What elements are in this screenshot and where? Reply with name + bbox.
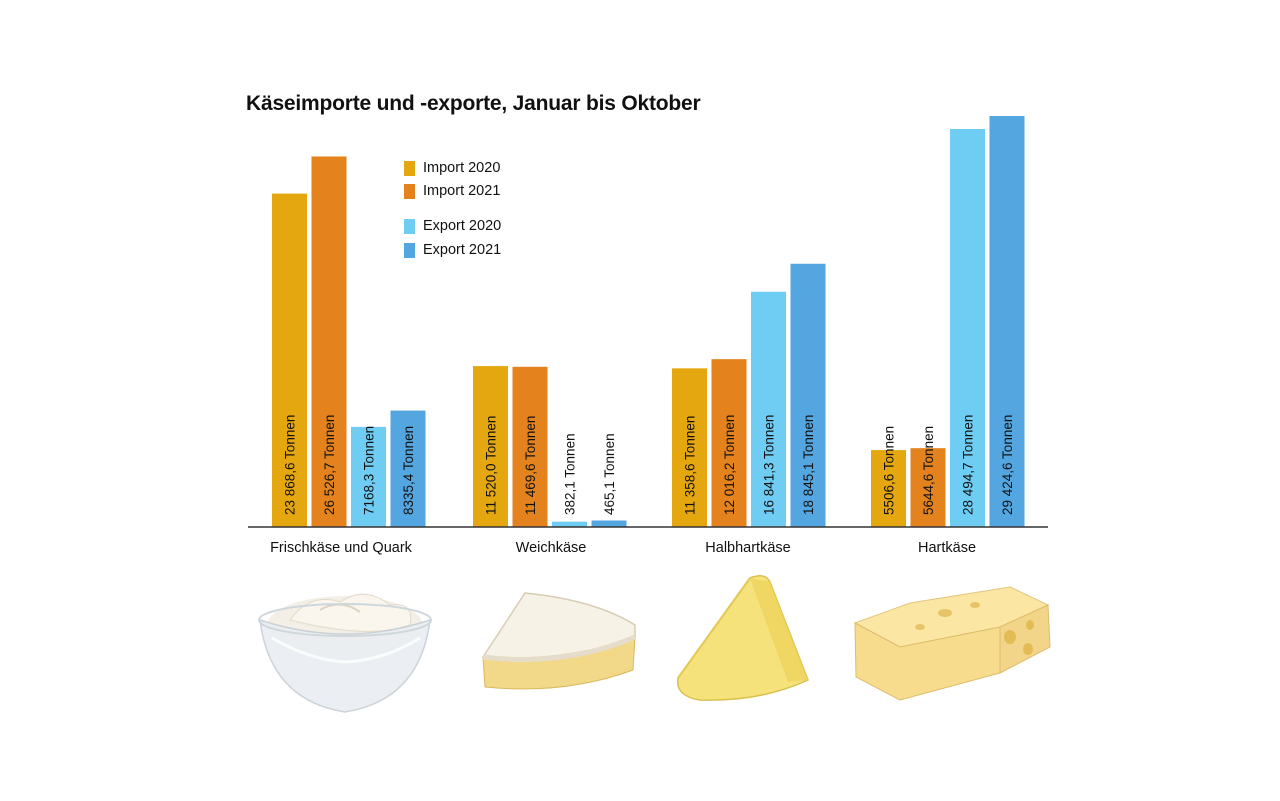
bar-import-hartkäse <box>910 448 946 527</box>
bar-value-label: 11 358,6 Tonnen <box>683 416 698 515</box>
bar-export-hartkäse <box>989 116 1025 527</box>
cream-cheese-bowl-icon <box>258 593 432 713</box>
legend-item-import-2020: Import 2020 <box>404 160 500 176</box>
category-label-hartkaese: Hartkäse <box>917 540 977 556</box>
bar-value-label: 5644,6 Tonnen <box>921 426 936 515</box>
bar-import-frischkäse-und-quark <box>272 193 307 527</box>
legend-label: Export 2021 <box>423 242 502 258</box>
bar-export-hartkäse <box>950 128 985 527</box>
brie-wedge-icon <box>481 592 636 690</box>
bar-import-frischkäse-und-quark <box>311 156 347 527</box>
bar-export-frischkäse-und-quark <box>390 410 426 527</box>
legend-label: Import 2020 <box>423 160 501 176</box>
bar-import-halbhartkäse <box>711 359 747 527</box>
bar-import-weichkäse <box>512 366 548 527</box>
bar-export-frischkäse-und-quark <box>351 426 386 527</box>
bar-import-hartkäse <box>871 450 906 527</box>
legend-item-export-2020: Export 2020 <box>404 218 501 234</box>
bar-value-label: 11 469,6 Tonnen <box>523 416 538 515</box>
legend-label: Import 2021 <box>423 183 501 199</box>
bar-value-label: 11 520,0 Tonnen <box>484 416 499 515</box>
category-label-weichkaese: Weichkäse <box>515 540 587 556</box>
bar-value-label: 26 526,7 Tonnen <box>322 415 337 515</box>
bar-value-label: 12 016,2 Tonnen <box>722 415 737 515</box>
legend-item-export-2021: Export 2021 <box>404 242 501 258</box>
legend-swatch <box>404 218 415 234</box>
hard-cheese-block-icon <box>853 586 1051 701</box>
legend-swatch <box>404 160 415 176</box>
legend-item-import-2021: Import 2021 <box>404 183 500 199</box>
bar-value-label: 28 494,7 Tonnen <box>961 415 976 515</box>
semi-hard-cheese-wedge-icon <box>676 575 809 701</box>
bar-value-label: 18 845,1 Tonnen <box>801 415 816 515</box>
bar-export-halbhartkäse <box>751 291 786 527</box>
category-label-frischkaese: Frischkäse und Quark <box>270 540 412 556</box>
legend-swatch <box>404 183 415 199</box>
bar-export-weichkäse <box>552 521 587 527</box>
bar-value-label: 5506,6 Tonnen <box>882 426 897 515</box>
bar-export-weichkäse <box>591 520 627 527</box>
bar-import-weichkäse <box>473 366 508 527</box>
category-label-halbhartkaese: Halbhartkäse <box>705 540 791 556</box>
legend-label: Export 2020 <box>423 218 502 234</box>
bar-import-halbhartkäse <box>672 368 707 527</box>
bar-value-label: 8335,4 Tonnen <box>401 426 416 515</box>
bar-value-label: 16 841,3 Tonnen <box>762 415 777 515</box>
chart-title: Käseimporte und -exporte, Januar bis Okt… <box>246 92 701 115</box>
bar-value-label: 23 868,6 Tonnen <box>283 415 298 515</box>
bar-value-label: 465,1 Tonnen <box>602 433 617 515</box>
bar-export-halbhartkäse <box>790 263 826 527</box>
bar-value-label: 7168,3 Tonnen <box>362 426 377 515</box>
legend-swatch <box>404 242 415 258</box>
bar-value-label: 382,1 Tonnen <box>563 433 578 515</box>
bar-value-label: 29 424,6 Tonnen <box>1000 415 1015 515</box>
